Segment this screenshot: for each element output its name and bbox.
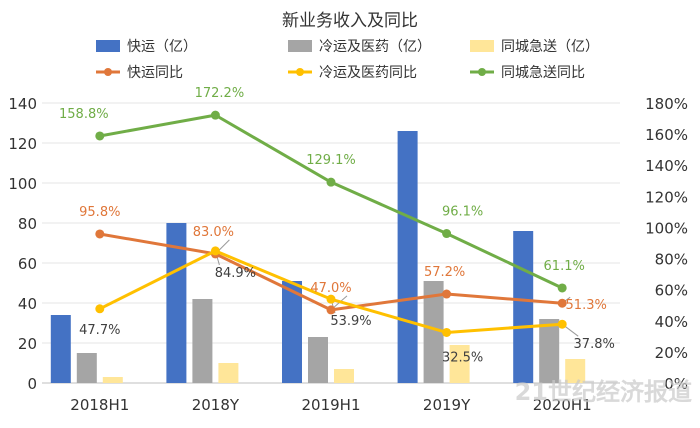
bar	[282, 281, 302, 383]
y-right-tick-label: 140%	[645, 157, 688, 175]
data-label: 95.8%	[79, 205, 120, 220]
data-labels: 95.8% 83.0% 47.0% 57.2% 51.3% 47.7% 84.9% 53.9%…	[59, 86, 615, 365]
y-right-tick-label: 0%	[664, 375, 688, 393]
y-right-tick-label: 180%	[645, 95, 688, 113]
data-label: 47.7%	[79, 323, 120, 338]
y-axis-left: 0 20 40 60 80 100 120 140	[8, 95, 37, 393]
bar	[513, 231, 534, 383]
data-label: 51.3%	[566, 298, 607, 313]
bar	[166, 223, 187, 383]
y-right-tick-label: 20%	[655, 344, 688, 362]
data-point	[557, 298, 567, 308]
x-tick-label: 2019Y	[423, 396, 471, 414]
legend-label: 快运同比	[127, 65, 183, 81]
data-point	[442, 229, 452, 239]
data-point	[326, 305, 336, 315]
y-right-tick-label: 160%	[645, 126, 688, 144]
y-right-tick-label: 100%	[645, 219, 688, 237]
x-tick-label: 2018Y	[192, 396, 240, 414]
legend-label: 同城急送（亿）	[501, 39, 599, 55]
data-point	[95, 131, 105, 141]
data-label: 84.9%	[215, 266, 256, 281]
data-point	[326, 294, 336, 304]
data-point	[442, 289, 452, 299]
legend-swatch	[288, 40, 312, 52]
x-tick-label: 2020H1	[533, 396, 592, 414]
legend-item: 快运同比	[96, 65, 183, 81]
gridlines	[42, 102, 620, 384]
y-right-tick-label: 40%	[655, 313, 688, 331]
data-label: 37.8%	[574, 337, 615, 352]
y-left-tick-label: 100	[8, 175, 37, 193]
x-tick-label: 2019H1	[302, 396, 361, 414]
legend-marker	[296, 68, 304, 76]
bar	[308, 337, 328, 383]
data-label: 61.1%	[544, 259, 585, 274]
legend-item: 冷运及医药同比	[288, 65, 417, 81]
data-point	[557, 283, 567, 293]
data-point	[210, 110, 220, 120]
data-label: 129.1%	[306, 153, 356, 168]
data-label: 57.2%	[424, 265, 465, 280]
data-point	[326, 177, 336, 187]
bar	[192, 299, 213, 383]
data-label: 32.5%	[442, 350, 483, 365]
y-right-tick-label: 80%	[655, 251, 688, 269]
data-point	[210, 246, 220, 256]
chart-title: 新业务收入及同比	[282, 11, 418, 31]
y-axis-right: 0% 20% 40% 60% 80% 100% 120% 140% 160% 180%	[645, 95, 688, 393]
legend-item: 冷运及医药（亿）	[288, 39, 431, 55]
y-right-tick-label: 120%	[645, 188, 688, 206]
data-label: 53.9%	[330, 314, 371, 329]
bar	[397, 131, 418, 383]
bar	[102, 377, 123, 383]
bar	[50, 315, 71, 383]
data-point	[557, 319, 567, 329]
x-axis: 2018H1 2018Y 2019H1 2019Y 2020H1	[70, 396, 591, 414]
data-label: 172.2%	[195, 86, 245, 101]
legend-label: 同城急送同比	[501, 65, 585, 81]
legend-swatch	[96, 40, 120, 52]
legend-label: 冷运及医药（亿）	[319, 39, 431, 55]
y-left-tick-label: 60	[18, 255, 37, 273]
bar-series	[50, 131, 586, 383]
bar	[218, 363, 239, 383]
data-point	[442, 327, 452, 337]
legend-marker	[478, 68, 486, 76]
bar	[423, 281, 444, 383]
data-label: 83.0%	[193, 225, 234, 240]
y-left-tick-label: 0	[27, 375, 37, 393]
y-left-tick-label: 40	[18, 295, 37, 313]
data-label: 47.0%	[310, 281, 351, 296]
x-tick-label: 2018H1	[70, 396, 129, 414]
data-point	[95, 229, 105, 239]
bar	[565, 359, 586, 383]
bar	[76, 353, 97, 383]
bar	[334, 369, 354, 383]
bar	[539, 319, 560, 383]
data-label: 158.8%	[59, 107, 109, 122]
legend-item: 同城急送（亿）	[470, 39, 599, 55]
legend-item: 快运（亿）	[96, 39, 197, 55]
bar	[449, 345, 470, 383]
watermark: 21世纪经济报道	[515, 378, 692, 406]
y-left-tick-label: 80	[18, 215, 37, 233]
legend-marker	[104, 68, 112, 76]
y-right-tick-label: 60%	[655, 282, 688, 300]
legend: 快运（亿） 冷运及医药（亿） 同城急送（亿） 快运同比 冷运及医药同比 同城急送同比	[96, 39, 599, 81]
legend-item: 同城急送同比	[470, 65, 585, 81]
legend-swatch	[470, 40, 494, 52]
legend-label: 快运（亿）	[127, 39, 197, 55]
data-point	[95, 304, 105, 314]
data-label: 96.1%	[442, 205, 483, 220]
y-left-tick-label: 120	[8, 135, 37, 153]
legend-label: 冷运及医药同比	[319, 65, 417, 81]
y-left-tick-label: 20	[18, 335, 37, 353]
y-left-tick-label: 140	[8, 95, 37, 113]
line-series	[95, 110, 567, 337]
